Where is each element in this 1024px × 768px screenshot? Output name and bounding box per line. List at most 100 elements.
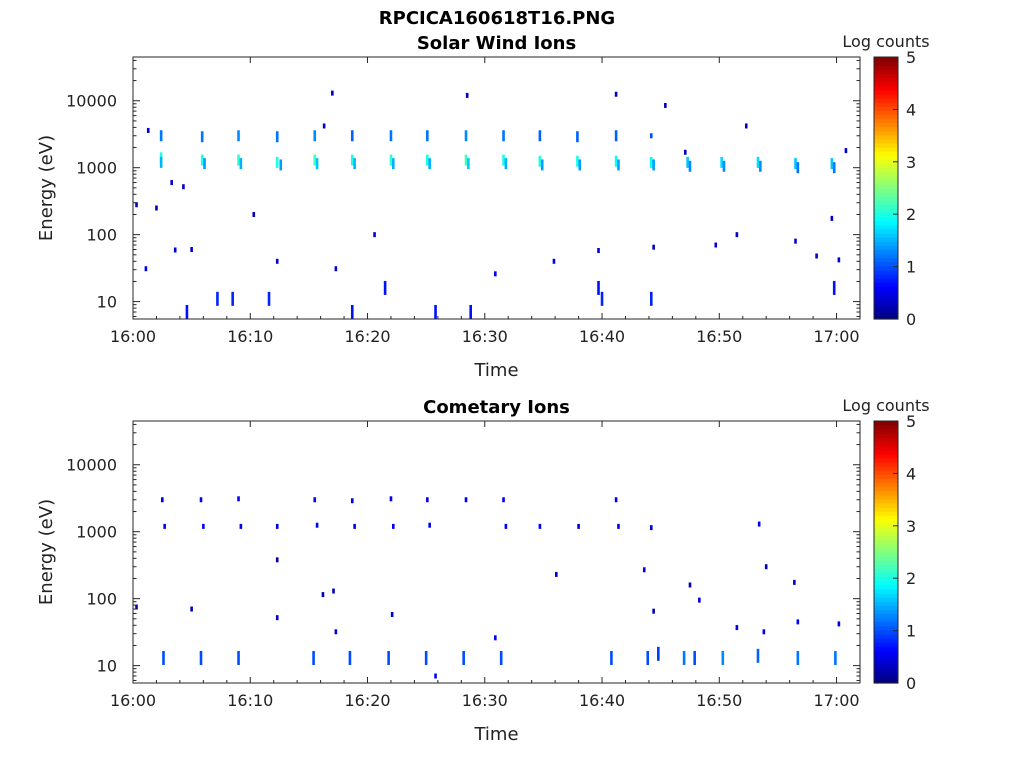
colorbar-step xyxy=(874,114,898,119)
x-tick-label: 16:50 xyxy=(696,327,742,346)
data-cell xyxy=(576,155,579,167)
data-cell xyxy=(279,159,283,171)
plot-frame xyxy=(132,56,861,320)
data-cell xyxy=(649,291,653,306)
colorbar-step xyxy=(874,662,898,668)
data-cell xyxy=(434,673,437,679)
colorbar-step xyxy=(874,237,898,242)
x-tick-label: 16:50 xyxy=(696,691,742,710)
colorbar-step xyxy=(874,69,898,74)
colorbar-step xyxy=(874,138,898,144)
colorbar-step xyxy=(874,286,898,291)
data-cell xyxy=(353,523,356,529)
data-cell xyxy=(832,162,836,174)
data-cell xyxy=(649,133,653,139)
colorbar-step xyxy=(874,290,898,296)
data-cell xyxy=(239,523,243,529)
colorbar-step xyxy=(874,159,898,165)
data-cell xyxy=(350,498,354,504)
x-tick-label: 16:10 xyxy=(227,327,273,346)
colorbar-frame xyxy=(873,420,899,684)
data-cell xyxy=(144,266,148,272)
panel-title: Solar Wind Ions xyxy=(417,33,576,54)
colorbar-step xyxy=(874,629,898,635)
x-axis-label: Time xyxy=(473,360,518,381)
data-cell xyxy=(610,650,613,665)
data-cell xyxy=(832,280,836,295)
data-cell xyxy=(815,253,818,259)
data-cell xyxy=(202,523,205,529)
data-cell xyxy=(649,525,653,531)
colorbar-step xyxy=(874,547,898,553)
data-cell xyxy=(735,625,739,631)
colorbar-step xyxy=(874,609,898,614)
data-cell xyxy=(348,650,352,665)
data-cell xyxy=(267,291,271,306)
data-cell xyxy=(652,159,655,171)
colorbar-step xyxy=(874,642,898,647)
colorbar-step xyxy=(874,192,898,197)
colorbar-step xyxy=(874,142,898,148)
x-tick-label: 16:00 xyxy=(110,327,156,346)
data-cell xyxy=(844,148,848,154)
data-cell xyxy=(350,154,354,166)
data-cell xyxy=(237,130,240,142)
data-cell xyxy=(373,232,376,238)
colorbar-step xyxy=(874,196,898,201)
data-cell xyxy=(428,522,431,528)
data-cell xyxy=(322,123,326,129)
colorbar-step xyxy=(874,77,898,83)
colorbar-step xyxy=(874,429,898,434)
data-cell xyxy=(231,291,234,306)
data-cell xyxy=(162,650,165,665)
colorbar-step xyxy=(874,552,898,557)
colorbar-step xyxy=(874,421,898,426)
data-cell xyxy=(464,154,468,166)
colorbar-step xyxy=(874,110,898,115)
data-cell xyxy=(216,291,219,306)
colorbar-step xyxy=(874,269,898,275)
data-cell xyxy=(312,650,315,665)
colorbar-step xyxy=(874,65,898,70)
colorbar-step xyxy=(874,89,898,95)
solar-wind-panel: Solar Wind Ions 16:00 16:10 16:20 16:30 16:40… xyxy=(36,32,930,381)
data-cell xyxy=(652,244,655,250)
y-tick-label: 10 xyxy=(97,657,117,676)
colorbar-step xyxy=(874,543,898,549)
colorbar-step xyxy=(874,449,898,455)
data-cell xyxy=(237,650,240,665)
colorbar-step xyxy=(874,437,898,443)
data-cell xyxy=(469,304,472,319)
colorbar-step xyxy=(874,613,898,619)
data-cell xyxy=(688,160,692,172)
data-cell xyxy=(155,205,158,211)
data-cell xyxy=(577,523,580,529)
colorbar-step xyxy=(874,314,898,320)
data-cell xyxy=(764,564,768,570)
colorbar-step xyxy=(874,515,898,520)
colorbar-step xyxy=(874,625,898,631)
data-cell xyxy=(462,650,465,665)
data-cell xyxy=(190,606,193,612)
y-tick-label: 10 xyxy=(97,293,117,312)
data-cell xyxy=(434,304,437,319)
data-cell xyxy=(600,291,604,306)
colorbar-step xyxy=(874,134,898,140)
data-cell xyxy=(796,162,800,174)
data-cell xyxy=(597,248,600,253)
data-cell xyxy=(721,650,725,665)
colorbar-step xyxy=(874,306,898,312)
data-cell xyxy=(313,497,317,503)
data-cell xyxy=(170,180,173,186)
colorbar-tick-label: 5 xyxy=(906,48,916,67)
data-cell xyxy=(720,156,723,168)
colorbar-step xyxy=(874,453,898,459)
data-cell xyxy=(617,159,620,171)
data-cell xyxy=(383,280,387,295)
colorbar-step xyxy=(874,539,898,545)
colorbar-step xyxy=(874,678,898,684)
data-cell xyxy=(686,156,689,168)
data-cell xyxy=(135,202,138,208)
colorbar-step xyxy=(874,457,898,463)
